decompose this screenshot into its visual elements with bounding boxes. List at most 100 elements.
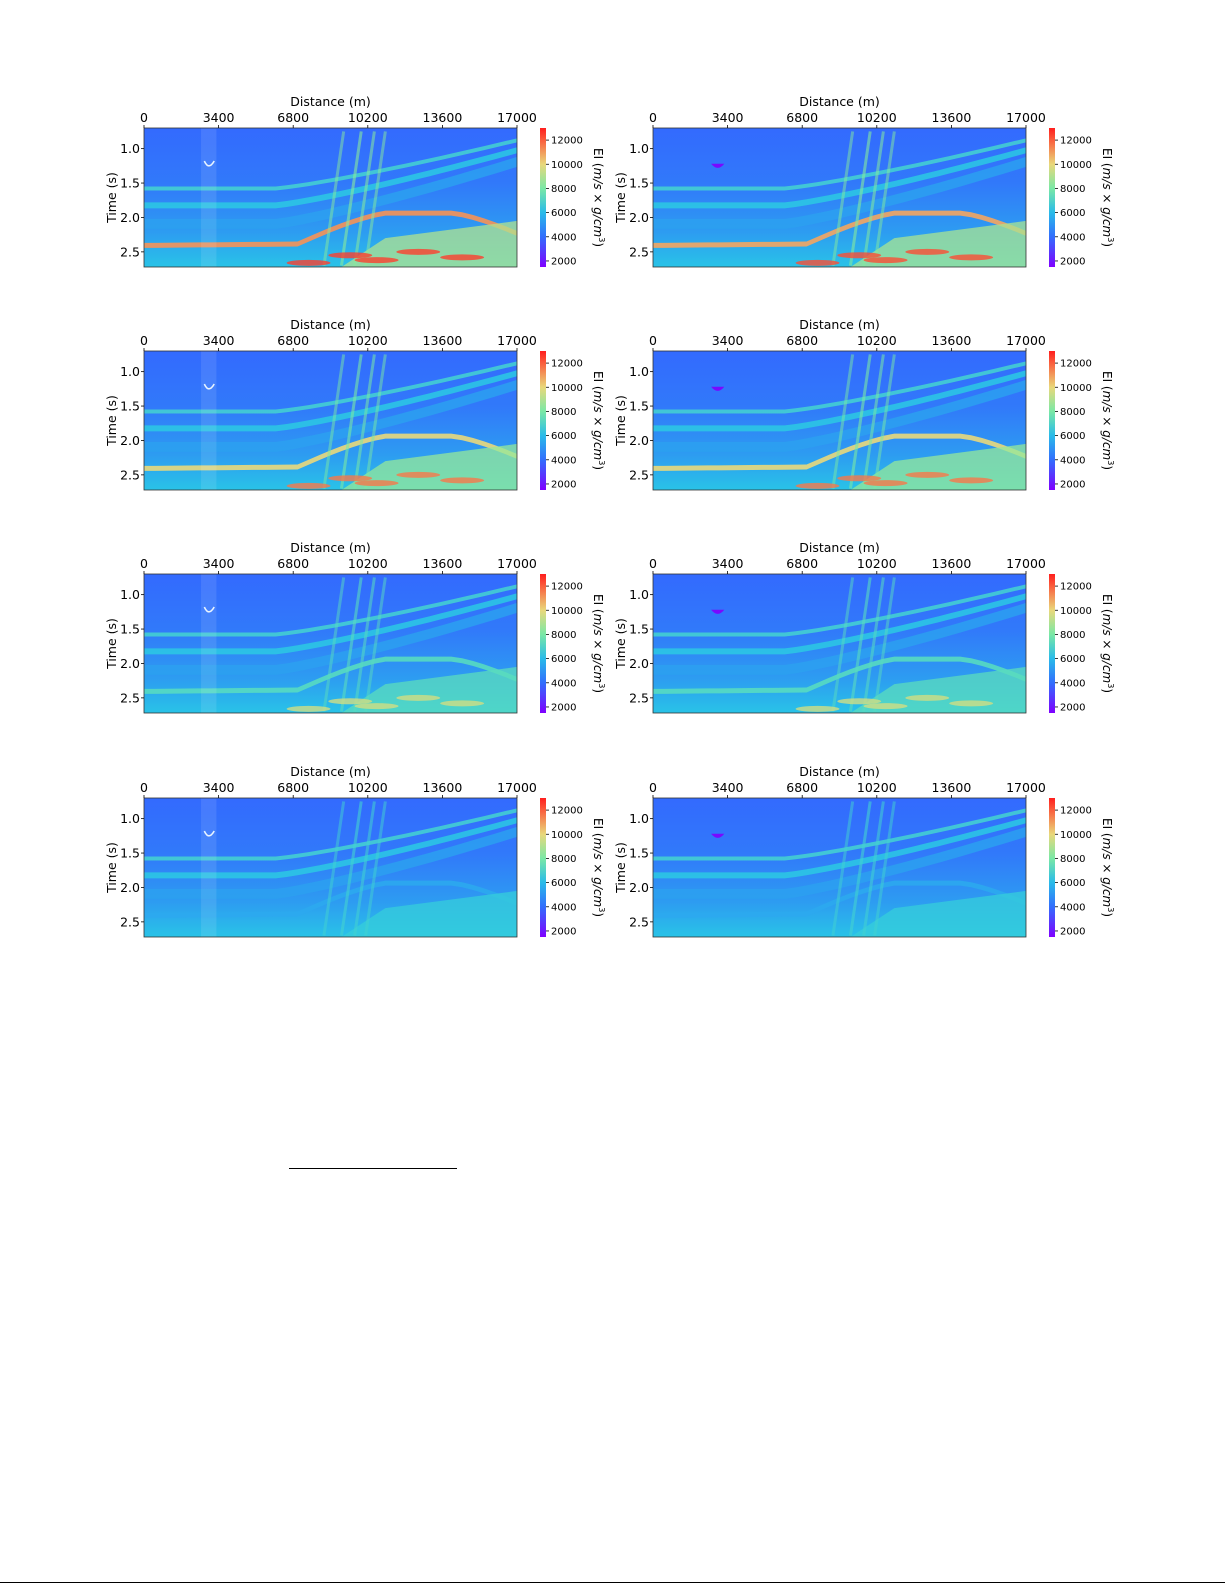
- x-tick-label: 10200: [857, 780, 897, 795]
- deep-lens: [396, 471, 441, 478]
- flank-streak: [364, 801, 387, 936]
- well-strip: [201, 574, 217, 713]
- x-axis-label: Distance (m): [290, 540, 371, 555]
- deep-lens: [328, 698, 373, 705]
- colorbar-label: EI (m/s × g/cm3): [1100, 818, 1115, 917]
- y-tick-label: 2.0: [120, 433, 140, 448]
- layer-band: [653, 593, 1026, 655]
- y-tick-label: 1.5: [629, 176, 649, 191]
- x-tick-label: 6800: [786, 333, 818, 348]
- deep-lens: [286, 482, 331, 489]
- colorbar-tick-label: 12000: [1060, 806, 1092, 817]
- colorbar-label: EI (m/s × g/cm3): [1100, 148, 1115, 247]
- colorbar-tick-label: 8000: [551, 184, 576, 195]
- colorbar-tick-label: 10000: [1060, 830, 1092, 841]
- layer-band: [144, 147, 517, 209]
- layer-band: [653, 361, 1026, 414]
- flank-streak: [364, 354, 387, 489]
- panel-r2-c2: Distance (m) 0 3400 6800 10200 13600 17000 1.0 1…: [613, 317, 1115, 490]
- y-tick-label: 2.0: [120, 880, 140, 895]
- figure: Distance (m) 0 3400 6800 10200 13600 17000 1.0 1…: [104, 94, 1115, 938]
- colorbar-tick-label: 10000: [551, 160, 583, 171]
- flank-streak: [862, 354, 885, 489]
- flank-streak: [848, 354, 872, 489]
- x-axis-label: Distance (m): [799, 94, 880, 109]
- x-axis-label: Distance (m): [799, 317, 880, 332]
- layer-band: [144, 817, 517, 879]
- colorbar-tick-label: 6000: [1060, 878, 1085, 889]
- colorbar: [540, 128, 546, 267]
- deep-lens: [286, 259, 331, 266]
- well-strip: [201, 128, 217, 267]
- deep-lens: [440, 477, 485, 484]
- x-tick-label: 17000: [497, 333, 537, 348]
- colorbar-tick-label: 12000: [551, 582, 583, 593]
- deep-lens: [354, 480, 399, 487]
- y-tick-label: 1.5: [629, 399, 649, 414]
- x-tick-label: 3400: [203, 780, 235, 795]
- panel-frame: [143, 573, 518, 714]
- x-tick-label: 3400: [203, 333, 235, 348]
- x-axis-label: Distance (m): [799, 540, 880, 555]
- y-tick-label: 1.5: [120, 622, 140, 637]
- flank-streak: [364, 577, 387, 712]
- y-tick-label: 2.5: [120, 914, 140, 929]
- x-tick-label: 17000: [1006, 780, 1046, 795]
- colorbar-tick-label: 10000: [1060, 383, 1092, 394]
- flank-streak: [353, 577, 376, 712]
- flank-streak: [873, 354, 896, 489]
- x-tick-label: 10200: [857, 333, 897, 348]
- shallow-anomaly-ring: [203, 160, 215, 167]
- flank-streak: [862, 801, 885, 936]
- deep-lens: [837, 475, 882, 482]
- colorbar-tick-label: 6000: [1060, 654, 1085, 665]
- deep-lens: [328, 252, 373, 259]
- y-tick-label: 1.0: [120, 364, 140, 379]
- colorbar-tick-label: 6000: [551, 878, 576, 889]
- colorbar-label: EI (m/s × g/cm3): [1100, 371, 1115, 470]
- deep-lens: [949, 254, 994, 261]
- x-tick-label: 0: [649, 556, 657, 571]
- x-tick-label: 6800: [277, 333, 309, 348]
- x-tick-label: 6800: [277, 780, 309, 795]
- y-axis-label: Time (s): [613, 395, 628, 447]
- flank-streak: [339, 354, 363, 489]
- shallow-anomaly-lens: [711, 386, 725, 391]
- x-tick-label: 3400: [712, 556, 744, 571]
- colorbar: [540, 351, 546, 490]
- well-strip: [201, 798, 217, 937]
- y-tick-label: 2.5: [629, 467, 649, 482]
- y-axis-label: Time (s): [104, 172, 119, 224]
- panel-r3-c1: Distance (m) 0 3400 6800 10200 13600 17000 1.0 1…: [104, 540, 606, 713]
- panel-frame: [652, 350, 1027, 491]
- flank-streak: [322, 354, 346, 489]
- panel-frame: [143, 797, 518, 938]
- deep-lens: [837, 698, 882, 705]
- flank-streak: [831, 801, 855, 936]
- colorbar-label: EI (m/s × g/cm3): [591, 371, 606, 470]
- colorbar-tick-label: 6000: [551, 654, 576, 665]
- shallow-anomaly-ring: [203, 606, 215, 613]
- x-tick-label: 0: [649, 110, 657, 125]
- colorbar-tick-label: 4000: [551, 455, 576, 466]
- layer-band: [653, 584, 1026, 637]
- colorbar-tick-label: 10000: [551, 606, 583, 617]
- flank-streak: [353, 801, 376, 936]
- x-tick-label: 17000: [1006, 556, 1046, 571]
- colorbar-tick-label: 2000: [1060, 256, 1085, 267]
- y-axis-label: Time (s): [104, 842, 119, 894]
- y-tick-label: 1.0: [120, 141, 140, 156]
- deep-lens: [354, 703, 399, 710]
- colorbar: [1049, 798, 1055, 937]
- deep-lens: [440, 254, 485, 261]
- deep-lens: [837, 252, 882, 259]
- colorbar-tick-label: 12000: [1060, 359, 1092, 370]
- x-tick-label: 13600: [423, 333, 463, 348]
- y-tick-label: 1.5: [120, 846, 140, 861]
- colorbar-tick-label: 2000: [551, 926, 576, 937]
- flank-streak: [848, 131, 872, 266]
- y-tick-label: 2.5: [120, 690, 140, 705]
- layer-band: [653, 817, 1026, 879]
- y-tick-label: 1.5: [120, 399, 140, 414]
- colorbar-tick-label: 4000: [1060, 232, 1085, 243]
